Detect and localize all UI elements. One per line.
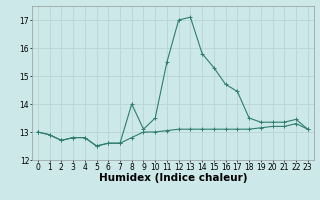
X-axis label: Humidex (Indice chaleur): Humidex (Indice chaleur)	[99, 173, 247, 183]
